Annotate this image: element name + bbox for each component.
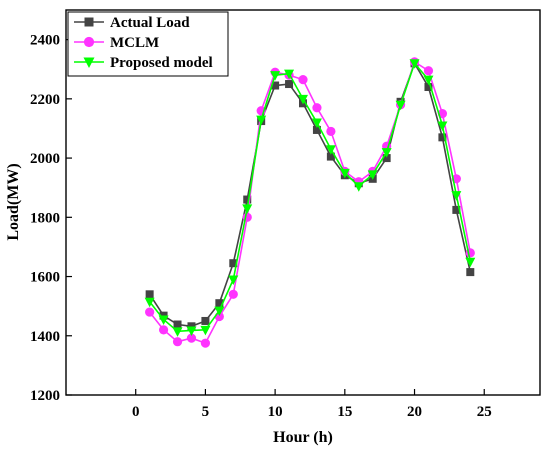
data-point (312, 103, 322, 113)
y-tick-label: 2400 (30, 33, 60, 49)
series-3 (144, 59, 476, 337)
data-point (451, 191, 462, 201)
data-point (285, 80, 294, 89)
data-point (381, 148, 392, 158)
data-point (298, 94, 308, 105)
data-point (465, 257, 476, 268)
y-tick-label: 1600 (30, 270, 60, 286)
plot-frame (65, 9, 541, 396)
legend-marker (84, 17, 94, 27)
data-point (158, 325, 169, 335)
data-point (172, 327, 183, 337)
y-tick-label: 1400 (30, 329, 60, 345)
series-2 (145, 57, 475, 348)
data-point (367, 170, 378, 180)
data-point (339, 168, 350, 179)
data-point (186, 326, 197, 336)
x-tick-label: 5 (202, 404, 210, 420)
legend-marker (83, 57, 95, 68)
x-axis-ticks: 0 5 10 15 20 25 (132, 389, 492, 420)
data-point (326, 126, 336, 137)
series-line (148, 61, 472, 328)
series-layer (144, 57, 476, 348)
data-point (466, 268, 475, 277)
data-point (144, 297, 155, 308)
y-tick-label: 1200 (30, 388, 60, 404)
data-point (423, 66, 434, 76)
data-point (242, 204, 253, 214)
data-point (173, 320, 182, 329)
data-point (200, 338, 211, 348)
x-tick-label: 15 (337, 404, 352, 420)
data-point (228, 275, 239, 285)
data-point (438, 133, 447, 142)
series-line (149, 61, 472, 333)
data-point (215, 299, 224, 308)
legend: Actual Load MCLM Proposed model (67, 11, 229, 77)
data-point (284, 69, 295, 80)
series-line (149, 60, 472, 345)
data-point (437, 121, 448, 131)
data-point (172, 337, 183, 347)
data-point (424, 83, 433, 91)
data-point (242, 212, 252, 222)
data-point (186, 333, 197, 343)
y-tick-label: 1800 (30, 210, 60, 226)
data-point (256, 115, 267, 126)
y-tick-label: 2000 (30, 151, 60, 167)
data-point (353, 182, 364, 192)
data-point (409, 59, 420, 69)
data-point (382, 154, 391, 163)
legend-label: MCLM (110, 35, 159, 51)
x-axis-title: Hour (h) (273, 429, 333, 446)
legend-label: Proposed model (110, 55, 213, 71)
data-point (201, 316, 210, 325)
data-point (312, 125, 321, 134)
series-1 (145, 59, 475, 331)
x-tick-label: 25 (477, 404, 492, 420)
data-point (214, 306, 225, 317)
data-point (243, 195, 252, 204)
data-point (229, 259, 238, 268)
x-tick-label: 20 (407, 404, 422, 420)
data-point (325, 145, 336, 155)
y-axis-title: Load(MW) (5, 163, 22, 240)
data-point (452, 205, 461, 214)
data-point (326, 152, 335, 161)
x-tick-label: 10 (268, 404, 283, 420)
data-point (200, 325, 211, 336)
y-axis-ticks: 1200 1400 1600 1800 2000 2200 2400 (30, 33, 72, 404)
data-point (311, 118, 322, 129)
data-point (271, 81, 280, 90)
legend-label: Actual Load (110, 15, 190, 31)
data-point (228, 289, 238, 299)
data-point (423, 75, 434, 86)
data-point (298, 74, 308, 85)
legend-marker (83, 36, 95, 48)
data-point (270, 71, 281, 81)
data-point (145, 307, 155, 317)
y-tick-label: 2200 (30, 92, 60, 108)
data-point (145, 290, 154, 299)
x-tick-label: 0 (132, 404, 140, 420)
data-point (187, 322, 196, 331)
data-point (395, 100, 406, 111)
data-point (158, 315, 169, 325)
